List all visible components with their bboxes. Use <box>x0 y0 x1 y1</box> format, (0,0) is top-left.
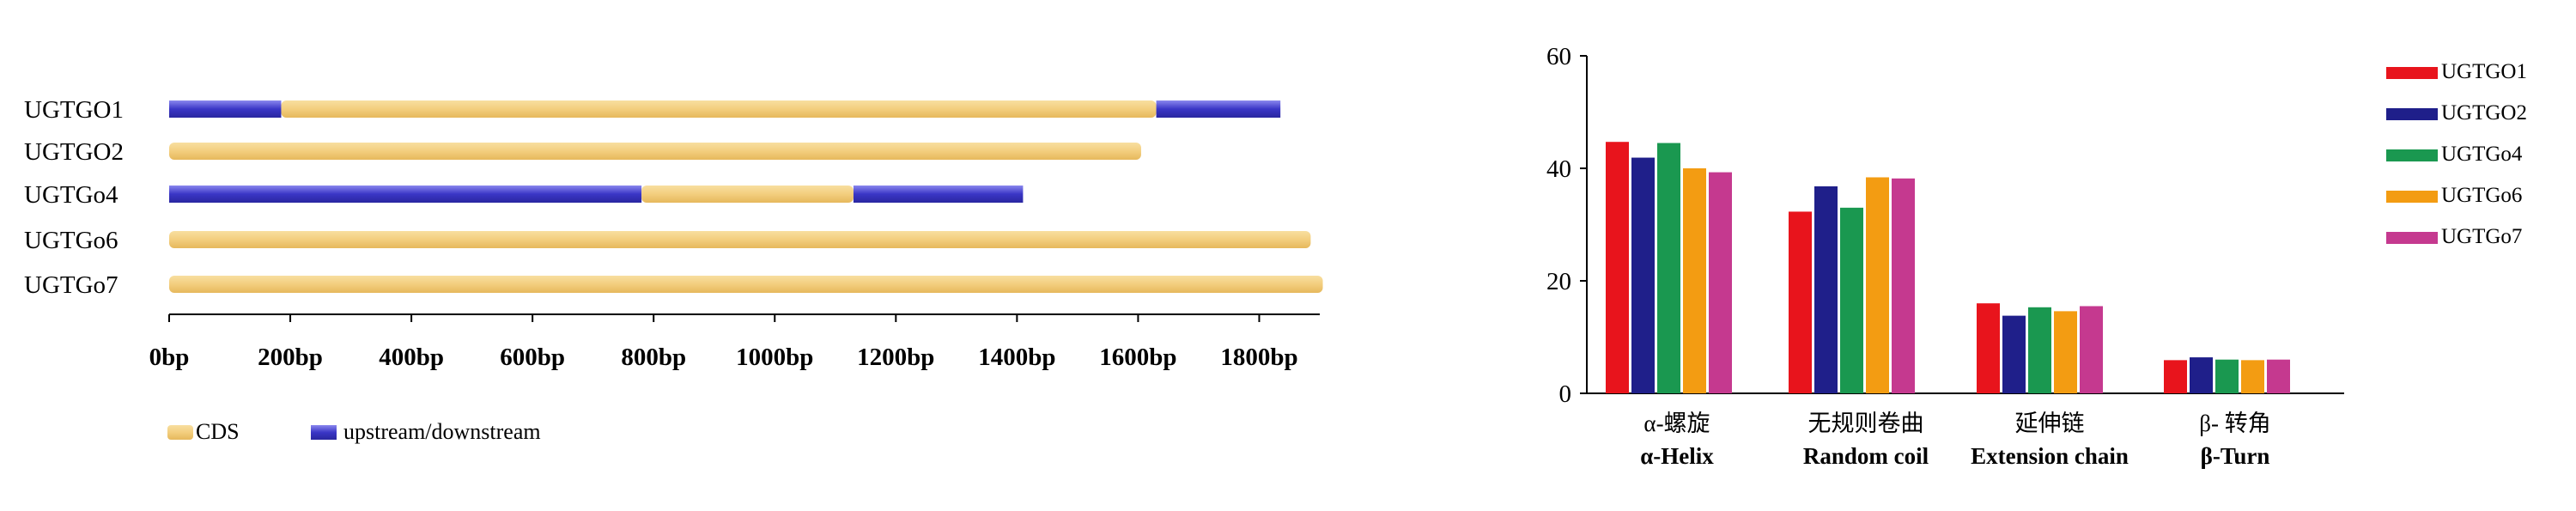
bar <box>1866 177 1889 393</box>
gene-row: UGTGo7 <box>24 271 1323 299</box>
category-labels: α-螺旋 α-Helix 无规则卷曲 Random coil 延伸链 Extension … <box>1640 411 2271 469</box>
x-tick-label: 200bp <box>258 344 323 371</box>
bar <box>2054 311 2077 393</box>
category-label: β-Turn <box>2201 443 2270 469</box>
legend-label: UGTGo4 <box>2441 143 2523 166</box>
cds-segment <box>169 231 1311 248</box>
utr-segment <box>1156 100 1281 118</box>
x-tick-label: 800bp <box>621 344 686 371</box>
bar <box>2241 360 2264 393</box>
x-tick-label: 600bp <box>500 344 565 371</box>
gene-rows: UGTGO1 UGTGO2 UGTGo4 UGTGo6 UGTGo7 <box>24 96 1323 299</box>
bar <box>1709 172 1732 393</box>
bar <box>2080 306 2103 393</box>
cds-segment <box>169 276 1323 293</box>
gene-label: UGTGo6 <box>24 227 118 254</box>
legend-swatch <box>2386 232 2438 244</box>
legend-label: UGTGo7 <box>2441 225 2522 248</box>
gene-label: UGTGo7 <box>24 271 118 299</box>
y-tick-label: 40 <box>1546 155 1571 183</box>
category-label-zh: 无规则卷曲 <box>1808 411 1924 436</box>
x-tick-label: 1200bp <box>857 344 934 371</box>
gene-row: UGTGO1 <box>24 96 1281 124</box>
legend-b: UGTGO1 UGTGO2 UGTGo4 UGTGo6 UGTGo7 <box>2386 60 2527 248</box>
cds-segment <box>641 186 854 203</box>
panel-a-gene-structure: UGTGO1 UGTGO2 UGTGo4 UGTGo6 UGTGo7 0bp 200bp 4… <box>24 96 1323 444</box>
bar <box>2164 360 2187 393</box>
bar <box>2002 315 2026 393</box>
bars-b <box>1606 142 2290 393</box>
x-tick-label: 1400bp <box>978 344 1055 371</box>
gene-row: UGTGo6 <box>24 227 1311 254</box>
x-tick-label: 400bp <box>379 344 444 371</box>
x-axis-ticks: 0bp 200bp 400bp 600bp 800bp 1000bp 1200bp 1400b… <box>149 314 1298 371</box>
category-label: Extension chain <box>1971 443 2129 469</box>
x-tick-label: 1600bp <box>1099 344 1176 371</box>
legend-swatch <box>2386 149 2438 161</box>
legend-label-utr: upstream/downstream <box>343 419 541 444</box>
x-tick-label: 1800bp <box>1220 344 1297 371</box>
x-tick-label: 1000bp <box>736 344 813 371</box>
bar <box>1977 303 2000 393</box>
cds-segment <box>281 100 1157 118</box>
bar <box>1683 168 1706 393</box>
gene-label: UGTGO1 <box>24 96 124 124</box>
bar <box>2028 307 2051 393</box>
legend-swatch-utr <box>311 425 337 440</box>
y-tick-label: 20 <box>1546 268 1571 295</box>
category-label-zh: 延伸链 <box>2015 411 2085 436</box>
utr-segment <box>169 100 282 118</box>
category-label: α-Helix <box>1640 443 1714 469</box>
x-tick-label: 0bp <box>149 344 190 371</box>
legend-label: UGTGO2 <box>2441 101 2527 125</box>
legend-swatch <box>2386 108 2438 120</box>
legend-label: UGTGo6 <box>2441 184 2522 207</box>
legend-label-cds: CDS <box>196 419 240 444</box>
legend-swatch <box>2386 191 2438 203</box>
category-label-zh: α-螺旋 <box>1643 411 1710 436</box>
legend-swatch-cds <box>167 425 193 440</box>
bar <box>1631 157 1655 393</box>
bar <box>1814 186 1838 393</box>
bar <box>1657 143 1680 393</box>
legend-swatch <box>2386 67 2438 79</box>
bar <box>2267 359 2290 393</box>
y-tick-label: 60 <box>1546 43 1571 70</box>
bar <box>1606 142 1629 393</box>
bar <box>1789 211 1812 393</box>
utr-segment <box>169 186 642 203</box>
y-tick-label: 0 <box>1559 380 1572 408</box>
gene-row: UGTGo4 <box>24 181 1024 209</box>
bar <box>1840 207 1863 393</box>
category-label: Random coil <box>1803 443 1929 469</box>
legend-label: UGTGO1 <box>2441 60 2527 83</box>
gene-label: UGTGo4 <box>24 181 118 209</box>
utr-segment <box>853 186 1024 203</box>
category-label-zh: β- 转角 <box>2199 411 2270 436</box>
bar <box>1892 178 1915 393</box>
gene-row: UGTGO2 <box>24 138 1141 166</box>
bar <box>2215 359 2239 393</box>
legend-a: CDS upstream/downstream <box>167 419 541 444</box>
gene-label: UGTGO2 <box>24 138 124 166</box>
panel-b-secondary-structure: 0 20 40 60 α-螺旋 α-Helix 无规则卷曲 Random coil 延伸链 Ex… <box>1546 43 2527 469</box>
bar <box>2190 357 2213 393</box>
cds-segment <box>169 143 1141 160</box>
